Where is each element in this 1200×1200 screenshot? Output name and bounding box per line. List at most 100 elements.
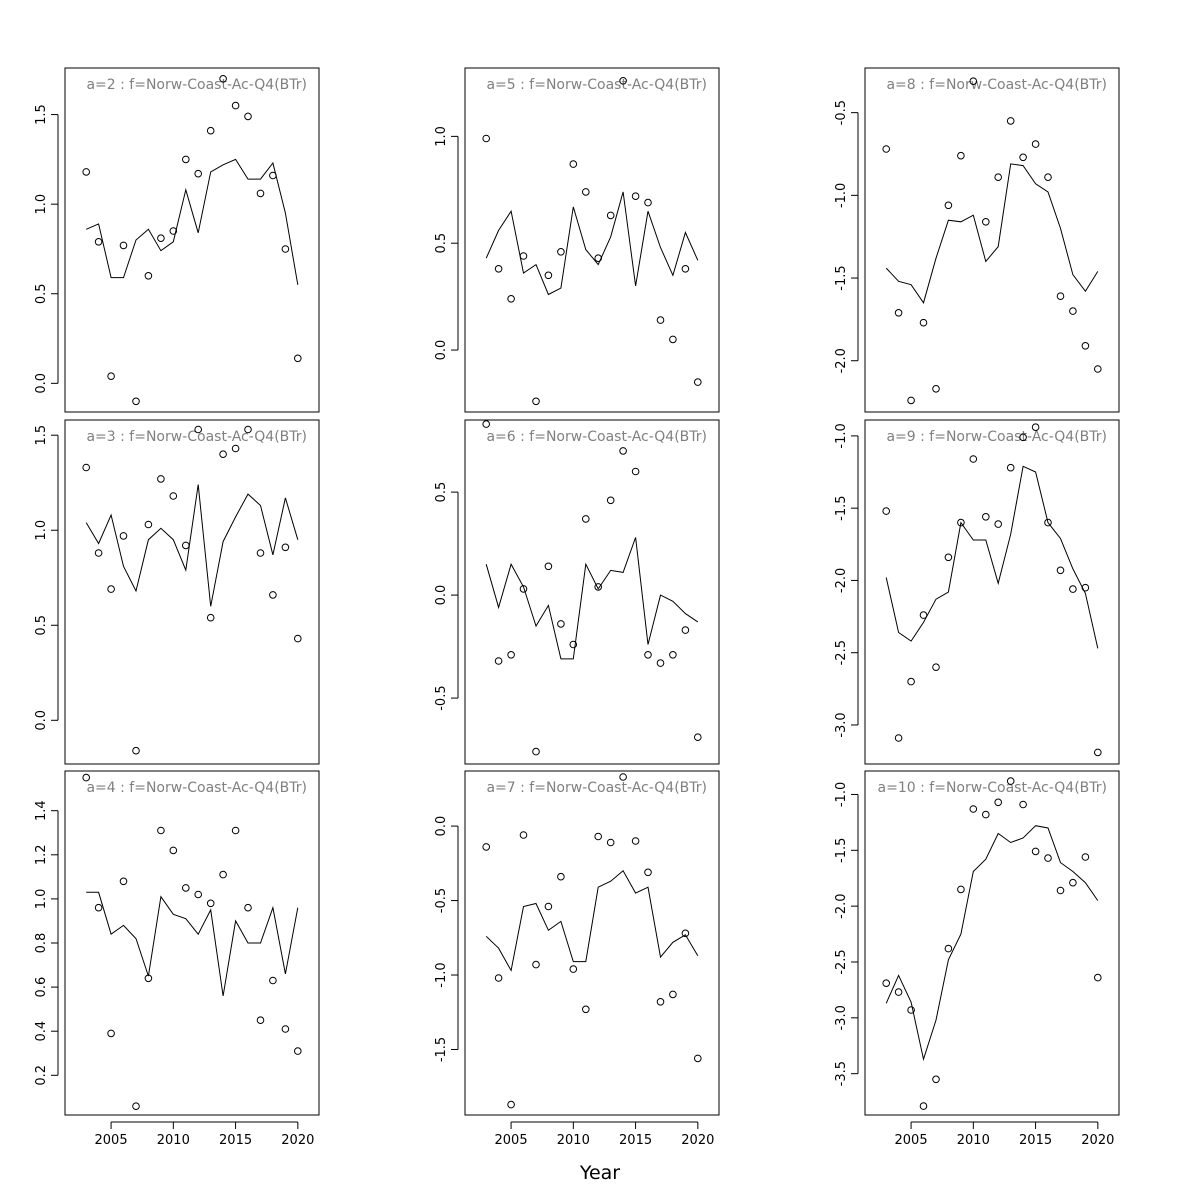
observed-point [281, 543, 290, 552]
y-tick-label: -3.5 [834, 1061, 849, 1086]
observed-point [1019, 800, 1027, 809]
observed-point [944, 553, 953, 562]
observed-point [582, 1005, 590, 1014]
observed-point [144, 974, 153, 983]
observed-point [507, 651, 515, 659]
observed-point [932, 385, 940, 393]
panel-7: a=4 : f=Norw-Coast-Ac-Q4(BTr) 0.2 0.4 0.6 0.… [34, 770, 320, 1148]
observed-point [519, 252, 528, 260]
observed-point [1031, 140, 1040, 148]
observed-point [157, 826, 165, 835]
y-tick-label: -1.5 [834, 838, 849, 863]
y-tick-label: 0.8 [34, 933, 49, 954]
y-tick-label: -3.0 [834, 712, 849, 737]
y-tick-label: -1.0 [434, 962, 449, 987]
y-tick-label: -2.5 [834, 949, 849, 974]
y-tick-label: 1.0 [34, 889, 49, 910]
observed-point [882, 979, 891, 988]
y-tick-label: -1.5 [434, 1037, 449, 1062]
observed-point [944, 944, 953, 953]
y-tick-label: 0.2 [34, 1065, 49, 1086]
observed-point [569, 965, 578, 973]
observed-point [907, 396, 915, 405]
observed-point [231, 826, 240, 835]
x-tick-label: 2010 [157, 1133, 190, 1148]
observed-point [594, 583, 603, 591]
y-tick-label: 0.0 [34, 373, 49, 394]
observed-point [194, 169, 202, 178]
panel-title: a=10 : f=Norw-Coast-Ac-Q4(BTr) [878, 780, 1107, 796]
observed-point [169, 227, 178, 235]
observed-point [144, 272, 153, 280]
fitted-line [885, 465, 1099, 649]
plot-frame [864, 419, 1120, 765]
observed-point [894, 734, 903, 742]
observed-point [619, 77, 627, 85]
x-tick-label: 2020 [1081, 1133, 1114, 1148]
fitted-line [485, 870, 699, 972]
observed-point [919, 318, 928, 327]
observed-point [244, 112, 252, 121]
observed-point [507, 1100, 515, 1109]
observed-point [594, 254, 603, 263]
observed-point [219, 870, 227, 879]
panel-title: a=4 : f=Norw-Coast-Ac-Q4(BTr) [86, 780, 307, 796]
observed-point [294, 1047, 302, 1055]
observed-point [194, 890, 202, 899]
observed-point [281, 245, 290, 253]
y-tick-label: -0.5 [434, 888, 449, 913]
y-tick-label: -2.0 [834, 568, 849, 593]
y-tick-label: 1.5 [34, 425, 49, 446]
observed-point [256, 189, 265, 198]
observed-point [907, 677, 915, 686]
x-tick-label: 2005 [95, 1133, 128, 1148]
x-tick-label: 2015 [1019, 1133, 1052, 1148]
observed-point [206, 899, 215, 908]
y-tick-label: -2.5 [834, 640, 849, 665]
observed-point [132, 746, 140, 755]
y-tick-label: 1.2 [34, 844, 49, 865]
observed-point [231, 101, 240, 110]
y-tick-label: -1.5 [834, 495, 849, 520]
observed-point [919, 1102, 928, 1110]
observed-point [532, 960, 540, 969]
y-tick-label: -2.0 [834, 348, 849, 373]
y-tick-label: -1.0 [834, 183, 849, 208]
observed-point [1069, 878, 1077, 887]
y-tick-label: 1.0 [434, 126, 449, 147]
observed-point [681, 929, 690, 938]
fitted-line [485, 537, 699, 660]
x-tick-label: 2020 [281, 1133, 314, 1148]
observed-point [256, 549, 265, 557]
plot-frame [464, 67, 720, 413]
observed-point [681, 626, 690, 634]
y-tick-label: 0.5 [434, 482, 449, 503]
observed-point [631, 837, 640, 845]
observed-point [619, 447, 627, 455]
observed-point [1006, 777, 1015, 785]
panel-2: a=5 : f=Norw-Coast-Ac-Q4(BTr) 0.0 0.5 1.0 [434, 67, 720, 413]
observed-point [557, 248, 565, 256]
observed-point [694, 733, 702, 742]
x-tick-label: 2015 [619, 1133, 652, 1148]
observed-point [281, 1025, 290, 1033]
y-tick-label: 1.0 [34, 520, 49, 541]
panel-1: a=2 : f=Norw-Coast-Ac-Q4(BTr) 0.0 0.5 1.0 1.… [34, 67, 320, 413]
observed-point [569, 640, 578, 649]
panel-3: a=8 : f=Norw-Coast-Ac-Q4(BTr) -2.0 -1.5 -1.… [834, 67, 1120, 413]
observed-point [144, 520, 153, 529]
fitted-line [885, 163, 1099, 304]
observed-point [882, 145, 891, 153]
observed-point [932, 663, 940, 672]
observed-point [994, 520, 1003, 528]
observed-point [1044, 518, 1052, 527]
observed-point [119, 532, 128, 540]
observed-point [132, 1102, 140, 1110]
observed-point [1094, 365, 1102, 373]
x-tick-label: 2010 [557, 1133, 590, 1148]
observed-point [182, 541, 190, 550]
observed-point [1081, 342, 1090, 350]
plot-frame [864, 67, 1120, 413]
observed-point [882, 507, 891, 515]
